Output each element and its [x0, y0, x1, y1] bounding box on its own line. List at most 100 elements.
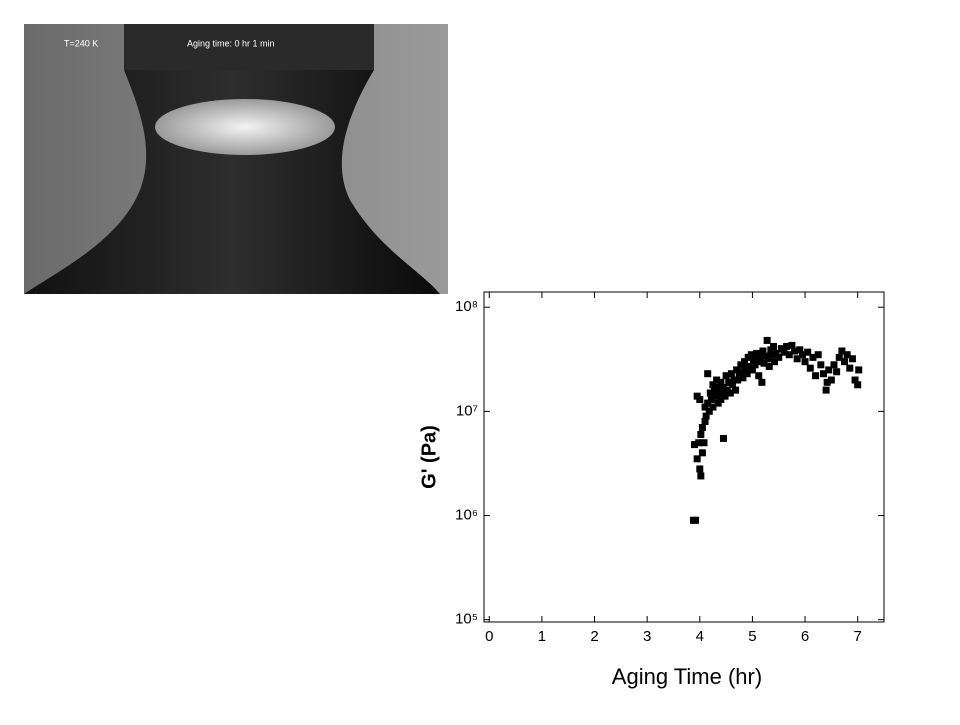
temperature-label: T=240 K	[64, 38, 98, 48]
point	[733, 366, 741, 374]
point	[722, 372, 730, 380]
point	[706, 389, 714, 397]
point	[735, 372, 743, 380]
point	[758, 378, 766, 386]
point	[696, 465, 704, 473]
point	[747, 351, 755, 359]
point	[713, 376, 721, 384]
y-axis-title: G' (Pa)	[418, 425, 440, 489]
x-tick-label: 2	[590, 628, 598, 645]
point	[721, 392, 729, 400]
point	[695, 439, 703, 447]
sample-drop	[155, 99, 335, 155]
x-tick-label: 7	[854, 628, 862, 645]
point	[725, 378, 733, 386]
point	[701, 403, 709, 411]
point	[801, 358, 809, 366]
point	[728, 381, 736, 389]
point	[772, 349, 780, 357]
point	[705, 407, 713, 415]
aging-label: Aging time: 0 hr 1 min	[187, 38, 275, 48]
point	[755, 372, 763, 380]
point	[817, 361, 825, 369]
point	[759, 347, 767, 355]
point	[793, 355, 801, 363]
plot-frame	[483, 291, 885, 623]
point	[714, 383, 722, 391]
point	[764, 355, 772, 363]
point	[692, 516, 700, 524]
point	[704, 370, 712, 378]
point	[700, 439, 708, 447]
x-axis-title: Aging Time (hr)	[612, 664, 762, 689]
point	[771, 358, 779, 366]
point	[719, 434, 727, 442]
point	[804, 348, 812, 356]
point	[819, 370, 827, 378]
point	[855, 366, 863, 374]
sample-neck	[24, 70, 440, 294]
point	[711, 386, 719, 394]
point	[709, 403, 717, 411]
point	[698, 449, 706, 457]
point	[812, 372, 820, 380]
x-tick-label: 4	[696, 628, 704, 645]
point	[806, 364, 814, 372]
point	[768, 351, 776, 359]
point	[726, 389, 734, 397]
point	[854, 381, 862, 389]
point	[791, 347, 799, 355]
photo: T=240 K Aging time: 0 hr 1 min	[24, 24, 448, 294]
point	[753, 349, 761, 357]
point	[732, 386, 740, 394]
point	[742, 364, 750, 372]
y-tick-label: 10⁵	[455, 611, 478, 628]
point	[719, 383, 727, 391]
point	[823, 378, 831, 386]
point	[841, 358, 849, 366]
point	[727, 370, 735, 378]
y-tick-label: 10⁷	[456, 402, 478, 419]
point	[822, 386, 830, 394]
point	[696, 396, 704, 404]
point	[785, 351, 793, 359]
point	[754, 358, 762, 366]
point	[698, 424, 706, 432]
x-tick-label: 3	[643, 628, 651, 645]
point	[756, 353, 764, 361]
point	[748, 366, 756, 374]
point	[763, 336, 771, 344]
point	[833, 368, 841, 376]
point	[730, 376, 738, 384]
point	[749, 356, 757, 364]
point	[765, 362, 773, 370]
x-tick-label: 0	[485, 628, 493, 645]
point	[737, 361, 745, 369]
y-tick-label: 10⁶	[455, 506, 478, 523]
point	[717, 396, 725, 404]
point	[769, 342, 777, 350]
point	[714, 399, 722, 407]
point	[743, 370, 751, 378]
point	[809, 353, 817, 361]
point	[783, 342, 791, 350]
x-tick-label: 1	[538, 628, 546, 645]
point	[796, 346, 804, 354]
point	[775, 353, 783, 361]
point	[825, 366, 833, 374]
point	[780, 348, 788, 356]
point	[843, 351, 851, 359]
point	[777, 345, 785, 353]
point	[798, 351, 806, 359]
point	[760, 359, 768, 367]
x-tick-label: 5	[748, 628, 756, 645]
point	[704, 399, 712, 407]
x-tick-label: 6	[801, 628, 809, 645]
point	[693, 455, 701, 463]
point	[712, 392, 720, 400]
point	[697, 430, 705, 438]
point	[835, 353, 843, 361]
point	[741, 358, 749, 366]
